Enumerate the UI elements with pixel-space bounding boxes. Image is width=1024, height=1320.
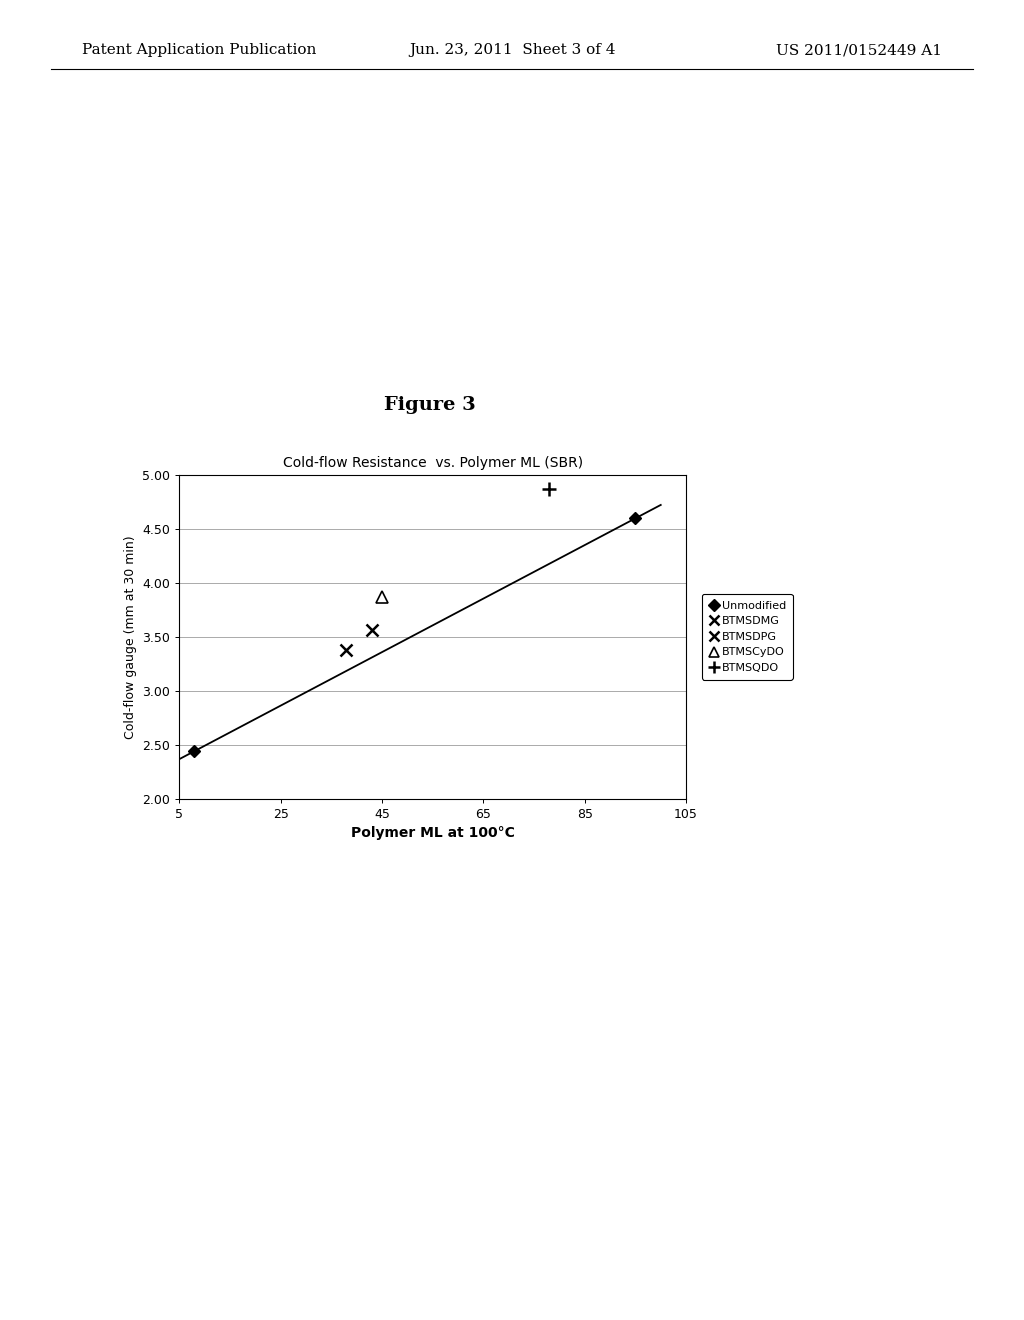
X-axis label: Polymer ML at 100°C: Polymer ML at 100°C xyxy=(350,826,515,841)
Text: Jun. 23, 2011  Sheet 3 of 4: Jun. 23, 2011 Sheet 3 of 4 xyxy=(409,44,615,57)
Legend: Unmodified, BTMSDMG, BTMSDPG, BTMSCyDO, BTMSQDO: Unmodified, BTMSDMG, BTMSDPG, BTMSCyDO, … xyxy=(701,594,793,680)
Text: Patent Application Publication: Patent Application Publication xyxy=(82,44,316,57)
Text: US 2011/0152449 A1: US 2011/0152449 A1 xyxy=(776,44,942,57)
Y-axis label: Cold-flow gauge (mm at 30 min): Cold-flow gauge (mm at 30 min) xyxy=(124,535,136,739)
Title: Cold-flow Resistance  vs. Polymer ML (SBR): Cold-flow Resistance vs. Polymer ML (SBR… xyxy=(283,455,583,470)
Text: Figure 3: Figure 3 xyxy=(384,396,476,414)
